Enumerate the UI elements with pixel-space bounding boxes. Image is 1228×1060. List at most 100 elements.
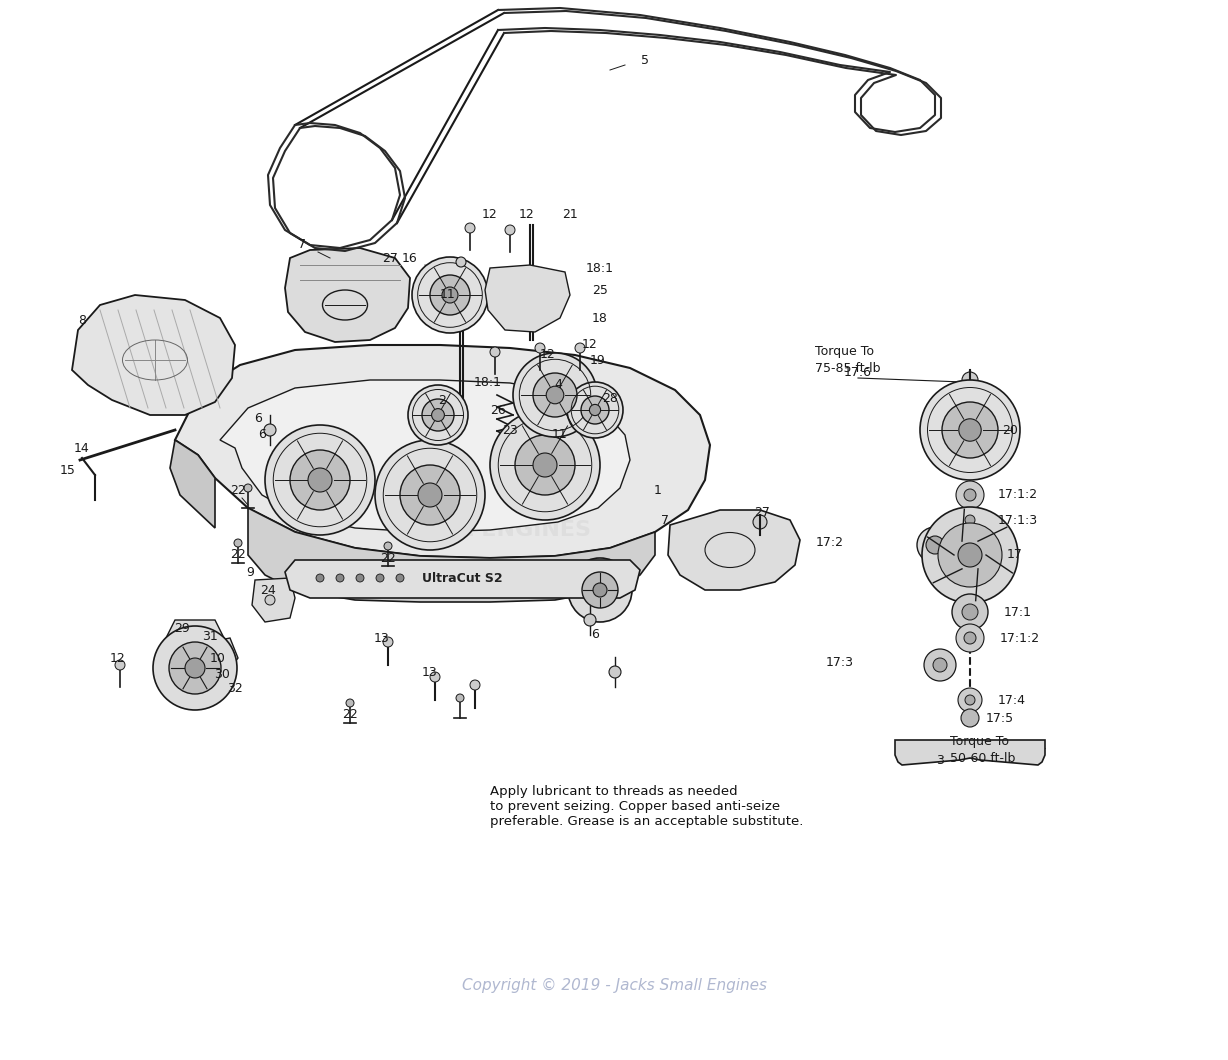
Text: 31: 31	[203, 630, 217, 642]
Polygon shape	[176, 344, 710, 558]
Text: 15: 15	[60, 463, 76, 477]
Text: 17:6: 17:6	[844, 366, 872, 378]
Circle shape	[346, 699, 354, 707]
Text: 25: 25	[592, 283, 608, 297]
Circle shape	[962, 709, 979, 727]
Text: 17:1:2: 17:1:2	[1000, 632, 1040, 644]
Circle shape	[958, 543, 982, 567]
Text: 30: 30	[214, 669, 230, 682]
Text: 11: 11	[440, 288, 456, 301]
Text: 17:1:3: 17:1:3	[998, 513, 1038, 527]
Text: 26: 26	[490, 404, 506, 417]
Circle shape	[535, 343, 545, 353]
Text: 75-85 ft-lb: 75-85 ft-lb	[815, 361, 880, 374]
Polygon shape	[192, 638, 238, 675]
Circle shape	[922, 507, 1018, 603]
Circle shape	[609, 666, 621, 678]
Circle shape	[418, 483, 442, 507]
Circle shape	[384, 542, 392, 550]
Text: 9: 9	[246, 565, 254, 579]
Text: 6: 6	[258, 428, 266, 442]
Circle shape	[430, 672, 440, 682]
Polygon shape	[285, 560, 640, 598]
Circle shape	[375, 440, 485, 550]
Text: 29: 29	[174, 621, 190, 635]
Circle shape	[383, 637, 393, 647]
Circle shape	[923, 649, 957, 681]
Text: 27: 27	[382, 251, 398, 265]
Text: 22: 22	[343, 708, 357, 722]
Text: 17:1:2: 17:1:2	[998, 489, 1038, 501]
Circle shape	[290, 450, 350, 510]
Text: 6: 6	[591, 629, 599, 641]
Text: 11: 11	[553, 428, 567, 442]
Circle shape	[395, 575, 404, 582]
Circle shape	[456, 694, 464, 702]
Text: 4: 4	[554, 378, 562, 391]
Text: 13: 13	[422, 666, 438, 678]
Circle shape	[957, 624, 984, 652]
Polygon shape	[668, 510, 799, 590]
Circle shape	[235, 538, 242, 547]
Circle shape	[567, 382, 623, 438]
Circle shape	[308, 469, 332, 492]
Circle shape	[959, 419, 981, 441]
Circle shape	[265, 425, 375, 535]
Circle shape	[933, 658, 947, 672]
Circle shape	[456, 257, 465, 267]
Text: 22: 22	[230, 483, 246, 496]
Text: 17:3: 17:3	[826, 655, 853, 669]
Text: 12: 12	[540, 349, 556, 361]
Circle shape	[581, 396, 609, 424]
Text: 19: 19	[591, 353, 605, 367]
Text: 18:1: 18:1	[586, 262, 614, 275]
Polygon shape	[485, 265, 570, 332]
Circle shape	[376, 575, 384, 582]
Circle shape	[962, 372, 977, 388]
Circle shape	[965, 695, 975, 705]
Text: 27: 27	[754, 506, 770, 518]
Circle shape	[400, 465, 460, 525]
Circle shape	[505, 225, 515, 235]
Text: 1: 1	[655, 483, 662, 496]
Circle shape	[958, 508, 982, 532]
Circle shape	[942, 402, 998, 458]
Text: Apply lubricant to threads as needed
to prevent seizing. Copper based anti-seize: Apply lubricant to threads as needed to …	[490, 785, 803, 828]
Text: 20: 20	[1002, 424, 1018, 437]
Text: 8: 8	[79, 314, 86, 326]
Circle shape	[422, 399, 454, 431]
Text: 17:1: 17:1	[1005, 605, 1032, 618]
Circle shape	[244, 484, 252, 492]
Polygon shape	[220, 379, 630, 532]
Text: 2: 2	[438, 393, 446, 406]
Text: Jacks: Jacks	[418, 466, 562, 514]
Circle shape	[965, 515, 975, 525]
Text: 16: 16	[402, 251, 418, 265]
Circle shape	[585, 614, 596, 626]
Text: 14: 14	[74, 442, 90, 455]
Circle shape	[264, 424, 276, 436]
Circle shape	[957, 481, 984, 509]
Text: 13: 13	[375, 632, 389, 644]
Text: 12: 12	[483, 209, 497, 222]
Circle shape	[431, 408, 445, 422]
Polygon shape	[72, 295, 235, 416]
Text: UltraCut S2: UltraCut S2	[421, 571, 502, 584]
Circle shape	[952, 594, 989, 630]
Circle shape	[964, 632, 976, 644]
Circle shape	[513, 353, 597, 437]
Text: 24: 24	[260, 583, 276, 597]
Text: 17:4: 17:4	[998, 693, 1027, 707]
Text: 3: 3	[936, 754, 944, 766]
Text: Torque To: Torque To	[815, 346, 874, 358]
Circle shape	[589, 405, 600, 416]
Text: 23: 23	[502, 424, 518, 437]
Circle shape	[920, 379, 1020, 480]
Text: Torque To: Torque To	[950, 736, 1009, 748]
Polygon shape	[165, 620, 225, 668]
Polygon shape	[169, 440, 215, 528]
Circle shape	[442, 287, 458, 303]
Text: 5: 5	[641, 53, 650, 67]
Circle shape	[413, 257, 488, 333]
Circle shape	[533, 453, 558, 477]
